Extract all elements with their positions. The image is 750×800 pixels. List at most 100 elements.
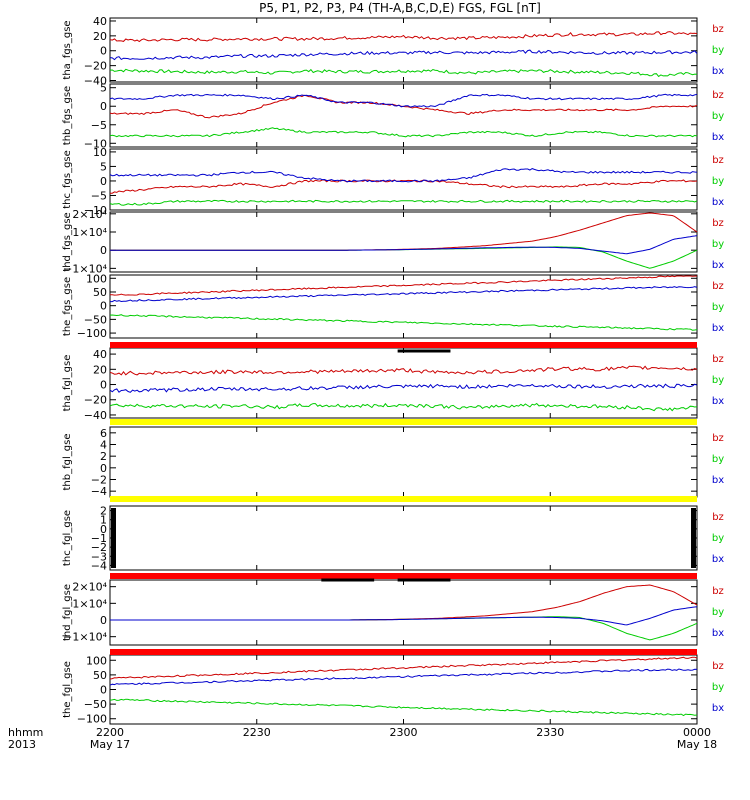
ylabel-thd_fgl_gse: thd_fgl_gse [62,584,73,641]
ylabel-the_fgl_gse: the_fgl_gse [62,661,73,718]
time-tick-label: 2330 [536,726,564,739]
ytick-label: 50 [93,286,107,299]
series-line-bx [109,93,698,108]
ytick-label: 5 [100,82,107,95]
ytick-label: 20 [93,363,107,376]
ytick-label: −1×10⁴ [63,262,107,275]
legend-by: by [712,176,724,187]
status-bar [110,342,697,348]
ytick-label: 10 [93,146,107,159]
panel-frame [109,426,698,498]
ytick-label: 5 [100,160,107,173]
ytick-label: −1 [91,532,107,545]
legend-by: by [712,607,724,618]
ylabel-tha_fgs_gse: tha_fgs_gse [62,20,73,79]
legend-by: by [712,45,724,56]
legend-bx: bx [712,132,724,143]
ytick-label: 0 [100,175,107,188]
legend-bz: bz [712,281,724,292]
legend-bx: bx [712,260,724,271]
time-tick-label: 2230 [243,726,271,739]
legend-by: by [712,454,724,465]
panel-frame [109,347,698,419]
ytick-label: 2 [100,505,107,518]
legend-by: by [712,533,724,544]
ytick-label: −40 [84,75,107,88]
ytick-label: 40 [93,15,107,28]
series-line-bz [109,31,698,43]
legend-bx: bx [712,396,724,407]
series-line-bx [110,235,698,255]
ytick-label: −5 [91,189,107,202]
ytick-label: 2 [100,450,107,463]
legend-by: by [712,682,724,693]
status-bar [110,649,697,655]
ytick-label: −10 [84,204,107,217]
ytick-label: 0 [100,244,107,257]
ytick-label: −100 [77,327,107,340]
legend-by: by [712,111,724,122]
series-line-bz [110,212,698,251]
ytick-label: 0 [100,379,107,392]
data-gap-bar-left [111,508,116,568]
series-line-bz [109,365,698,376]
ylabel-tha_fgl_gse: tha_fgl_gse [62,355,73,412]
ylabel-thb_fgs_gse: thb_fgs_gse [62,86,73,145]
time-tick-date: May 17 [90,738,130,751]
panel-frame [109,505,698,571]
ytick-label: 1×10⁴ [72,597,107,610]
series-line-bz [110,584,698,621]
ylabel-thc_fgs_gse: thc_fgs_gse [62,150,73,209]
legend-bz: bz [712,354,724,365]
time-tick-label: 0000 [683,726,711,739]
legend-by: by [712,302,724,313]
ytick-label: −20 [84,60,107,73]
ytick-label: 40 [93,348,107,361]
series-line-bx [109,668,698,686]
ytick-label: 4 [100,439,107,452]
series-line-bx [110,606,698,626]
ytick-label: 2×10⁴ [72,581,107,594]
ytick-label: 0 [100,684,107,697]
panel-tha_fgs_gse: 40 20 0 −20 −40 tha_fgs_gse bz by bx [62,15,724,88]
panel-frame [109,274,698,339]
ytick-label: −2 [91,541,107,554]
ylabel-thd_fgs_gse: thd_fgs_gse [62,212,73,271]
status-bar [110,419,697,425]
series-line-by [109,68,698,78]
series-line-by [109,402,698,412]
legend-bz: bz [712,155,724,166]
legend-by: by [712,239,724,250]
series-line-bz [110,179,698,194]
ytick-label: −4 [91,485,107,498]
legend-bx: bx [712,197,724,208]
panel-frame [109,579,698,646]
ylabel-the_fgs_gse: the_fgs_gse [62,277,73,336]
ytick-label: −1×10⁴ [63,631,107,644]
series-line-by [109,199,698,206]
legend-bx: bx [712,66,724,77]
time-tick-date: May 18 [677,738,717,751]
time-axis-row-label-1: hhmm [8,726,43,739]
panel-the_fgl_gse: 100 50 0−50 −100 the_fgl_gse bz by bx [62,654,724,725]
ytick-label: −20 [84,394,107,407]
ytick-label: 0 [100,45,107,58]
legend-bz: bz [712,218,724,229]
ytick-label: 1 [100,514,107,527]
ytick-label: −4 [91,559,107,572]
ytick-label: 100 [86,654,107,667]
legend-bx: bx [712,628,724,639]
ytick-label: −40 [84,409,107,422]
ytick-label: −10 [84,137,107,150]
series-line-bx [110,286,698,303]
legend-bz: bz [712,512,724,523]
series-line-bx [109,49,698,61]
ylabel-thb_fgl_gse: thb_fgl_gse [62,434,73,491]
ytick-label: −3 [91,550,107,563]
